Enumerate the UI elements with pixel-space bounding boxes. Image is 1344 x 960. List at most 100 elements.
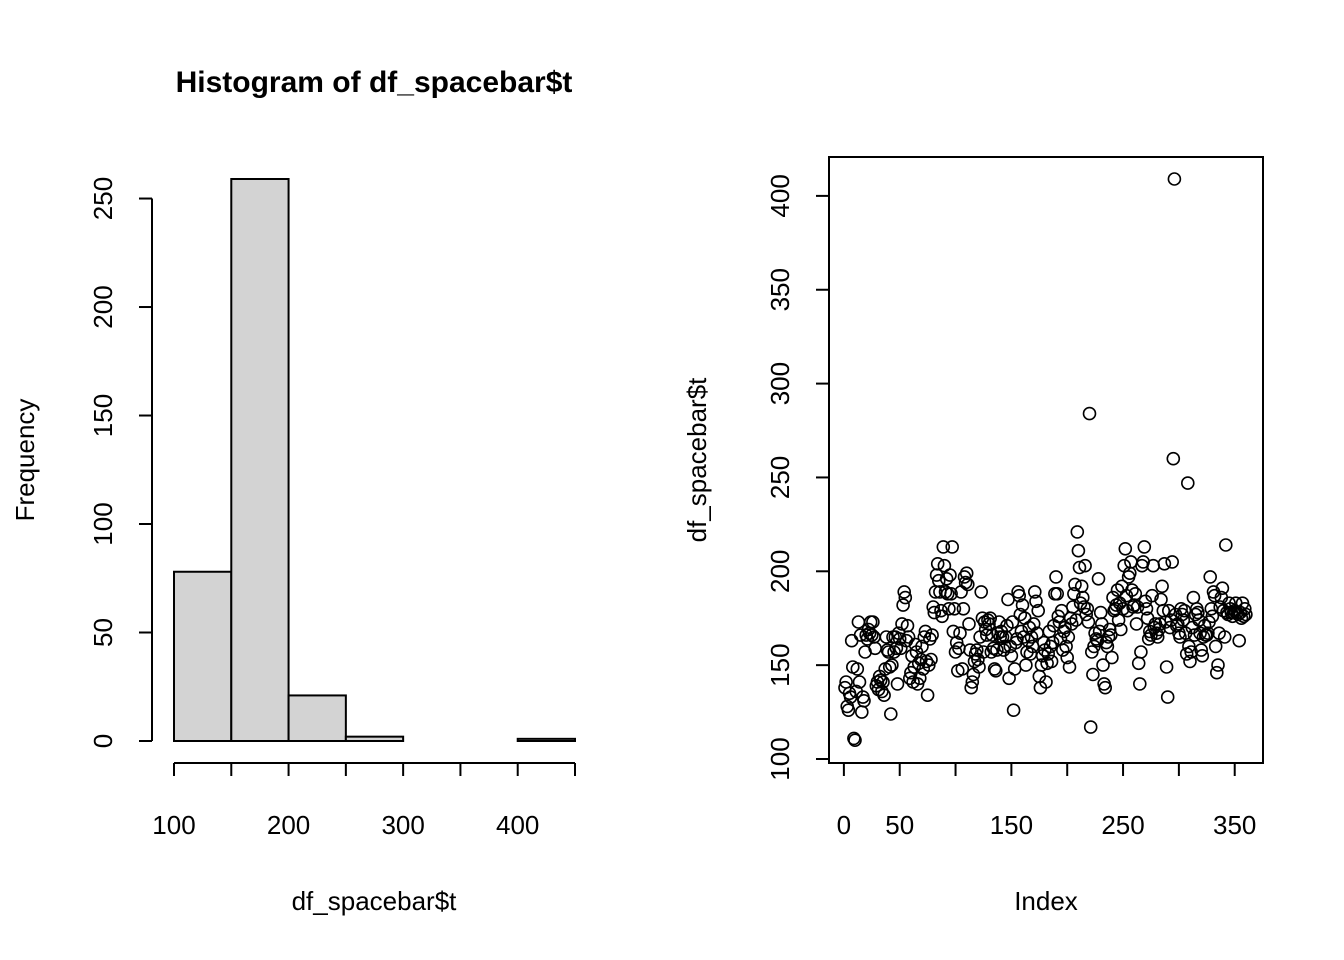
scatter-point: [1215, 581, 1230, 596]
scatter-point: [864, 628, 879, 642]
scatter-point: [1195, 648, 1210, 663]
scatter-point: [1234, 611, 1249, 626]
scatter-point: [918, 624, 933, 639]
histogram-y-tick-label: 50: [88, 618, 118, 647]
scatter-point: [1056, 643, 1070, 657]
scatter-point: [942, 601, 956, 616]
scatter-point: [1070, 525, 1085, 539]
scatter-point: [944, 586, 958, 601]
scatter-y-tick-label: 300: [765, 362, 795, 405]
scatter-point: [985, 628, 1000, 642]
scatter-point: [1037, 635, 1051, 650]
scatter-point: [1236, 609, 1251, 624]
scatter-point: [1145, 588, 1159, 603]
scatter-points: [838, 172, 1253, 748]
scatter-point: [1157, 556, 1172, 571]
scatter-point: [969, 643, 984, 657]
scatter-point: [995, 630, 1010, 644]
scatter-point: [1165, 555, 1179, 569]
scatter-point: [1076, 590, 1090, 605]
scatter-point: [1045, 635, 1060, 650]
scatter-point: [901, 630, 916, 644]
histogram-bar: [230, 178, 290, 742]
scatter-point: [1197, 618, 1212, 633]
scatter-point: [1193, 626, 1207, 641]
scatter-point: [1191, 605, 1205, 620]
scatter-panel: Index df_spacebar$t 0 50 150 250 350 100 150 2…: [682, 156, 1264, 916]
scatter-point: [1139, 601, 1154, 616]
histogram-panel: Histogram of df_spacebar$t df_spacebar$t…: [10, 66, 577, 916]
scatter-y-tick-label: 200: [765, 550, 795, 593]
scatter-point: [877, 688, 891, 703]
scatter-point: [1041, 647, 1055, 661]
scatter-point: [1239, 607, 1253, 622]
scatter-point: [949, 635, 964, 650]
scatter-x-tick-label: 50: [885, 810, 914, 840]
scatter-point: [948, 645, 963, 659]
scatter-point: [925, 628, 939, 642]
scatter-point: [972, 660, 986, 674]
scatter-point: [1049, 570, 1063, 584]
scatter-point: [947, 601, 962, 616]
scatter-point: [1150, 630, 1165, 644]
scatter-y-axis: 100 150 200 250 300 350 400: [765, 174, 830, 781]
scatter-point: [1068, 577, 1082, 592]
scatter-point: [965, 675, 980, 689]
scatter-point: [1128, 586, 1143, 601]
scatter-x-tick-label: 150: [990, 810, 1033, 840]
scatter-point: [953, 626, 967, 641]
scatter-point: [956, 601, 971, 616]
scatter-x-tick-label: 350: [1213, 810, 1256, 840]
scatter-point: [889, 641, 904, 656]
histogram-y-axis-label: Frequency: [10, 399, 40, 522]
histogram-x-tick-label: 300: [381, 810, 424, 840]
scatter-point: [1060, 650, 1074, 665]
histogram-x-axis-label: df_spacebar$t: [292, 886, 458, 916]
scatter-point: [1210, 665, 1224, 680]
scatter-point: [1133, 677, 1147, 691]
scatter-point: [1181, 476, 1195, 490]
scatter-point: [924, 652, 938, 667]
scatter-point: [1186, 590, 1201, 605]
scatter-point: [898, 590, 913, 605]
scatter-y-tick-label: 400: [765, 174, 795, 217]
scatter-point: [1074, 579, 1089, 594]
scatter-point: [1083, 720, 1098, 734]
scatter-point: [936, 540, 951, 554]
scatter-point: [892, 632, 907, 646]
scatter-point: [1015, 598, 1030, 612]
scatter-x-tick-label: 250: [1101, 810, 1144, 840]
scatter-point: [964, 680, 979, 695]
scatter-x-tick-label: 0: [837, 810, 851, 840]
scatter-point: [1079, 607, 1093, 622]
histogram-title: Histogram of df_spacebar$t: [176, 66, 573, 99]
scatter-point: [1064, 617, 1079, 631]
scatter-point: [1217, 630, 1232, 644]
scatter-point: [1219, 538, 1233, 552]
scatter-point: [1078, 558, 1092, 573]
scatter-point: [1066, 600, 1080, 614]
scatter-point: [1104, 628, 1118, 642]
histogram-y-axis: 0 50 100 150 200 250: [88, 177, 153, 748]
scatter-point: [1111, 613, 1126, 627]
scatter-point: [1007, 662, 1022, 676]
scatter-point: [852, 675, 867, 689]
scatter-point: [1093, 605, 1108, 620]
histogram-bar: [344, 735, 405, 742]
histogram-y-tick-label: 0: [88, 734, 118, 748]
scatter-point: [895, 617, 909, 631]
scatter-point: [1238, 601, 1252, 616]
scatter-point: [854, 705, 869, 719]
scatter-y-tick-label: 250: [765, 456, 795, 499]
scatter-point: [938, 585, 953, 599]
scatter-y-tick-label: 100: [765, 737, 795, 780]
scatter-y-tick-label: 350: [765, 268, 795, 311]
histogram-y-tick-label: 250: [88, 177, 118, 220]
histogram-x-tick-label: 200: [267, 810, 310, 840]
scatter-point: [974, 585, 989, 599]
scatter-point: [988, 663, 1003, 678]
scatter-point: [1044, 654, 1059, 669]
scatter-point: [939, 571, 954, 586]
histogram-x-axis: 100 200 300 400: [152, 762, 576, 840]
histogram-bar: [516, 737, 577, 743]
